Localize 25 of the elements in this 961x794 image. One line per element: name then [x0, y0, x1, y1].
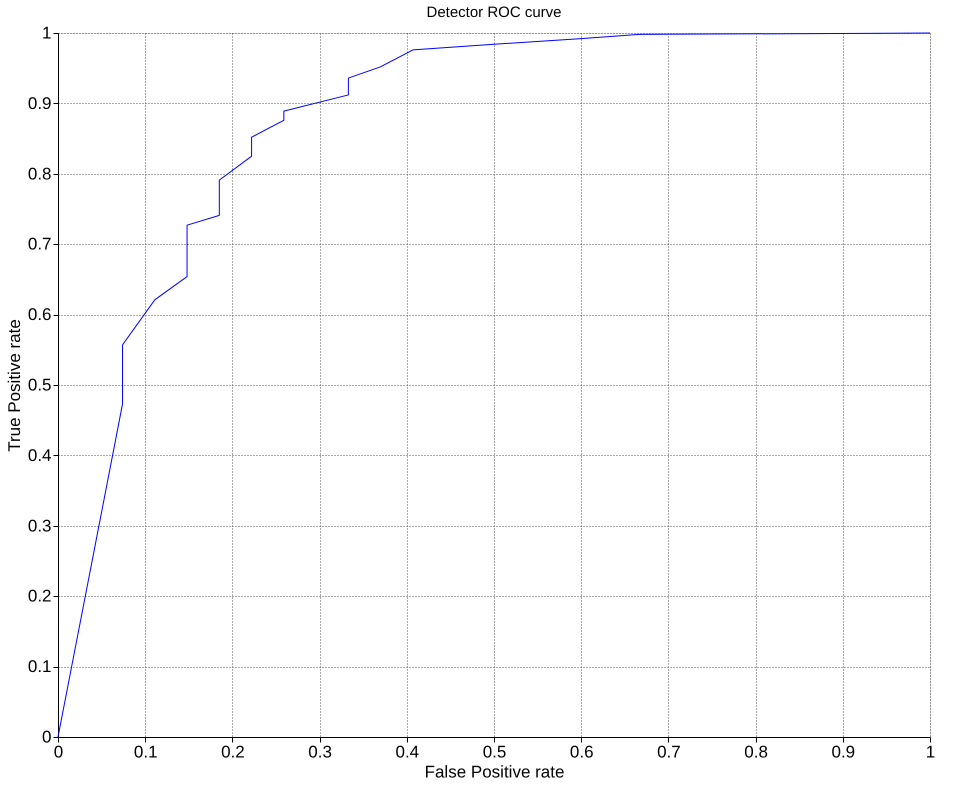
x-tick-label: 0.7	[657, 742, 681, 762]
y-tick-label: 1	[42, 24, 52, 42]
chart-title: Detector ROC curve	[426, 4, 562, 21]
y-tick-label: 0.2	[28, 586, 52, 606]
y-tick-label: 0.6	[28, 305, 52, 324]
y-tick-label: 0.7	[28, 234, 52, 254]
x-tick-label: 0.5	[482, 742, 506, 762]
y-tick-label: 0.4	[28, 446, 52, 465]
y-tick-label: 0.5	[28, 376, 52, 394]
x-tick-label: 0.8	[744, 742, 768, 762]
y-tick-label: 0.8	[28, 164, 52, 184]
x-tick-label: 0.3	[308, 742, 332, 762]
x-tick-label: 0.6	[570, 742, 594, 762]
x-tick-label: 1	[926, 742, 936, 762]
x-tick-label: 0.9	[831, 742, 856, 762]
y-axis-title: True Positive rate	[4, 319, 24, 452]
y-tick-label: 0.3	[28, 516, 52, 536]
x-tick-label: 0.2	[221, 742, 245, 762]
y-tick-label: 0	[42, 728, 52, 746]
x-axis-title: False Positive rate	[424, 762, 564, 782]
x-tick-label: 0	[54, 742, 64, 762]
y-tick-label: 0.1	[28, 657, 52, 676]
x-tick-label: 0.1	[134, 742, 158, 762]
x-tick-label: 0.4	[395, 742, 420, 762]
y-tick-label: 0.9	[28, 94, 52, 113]
